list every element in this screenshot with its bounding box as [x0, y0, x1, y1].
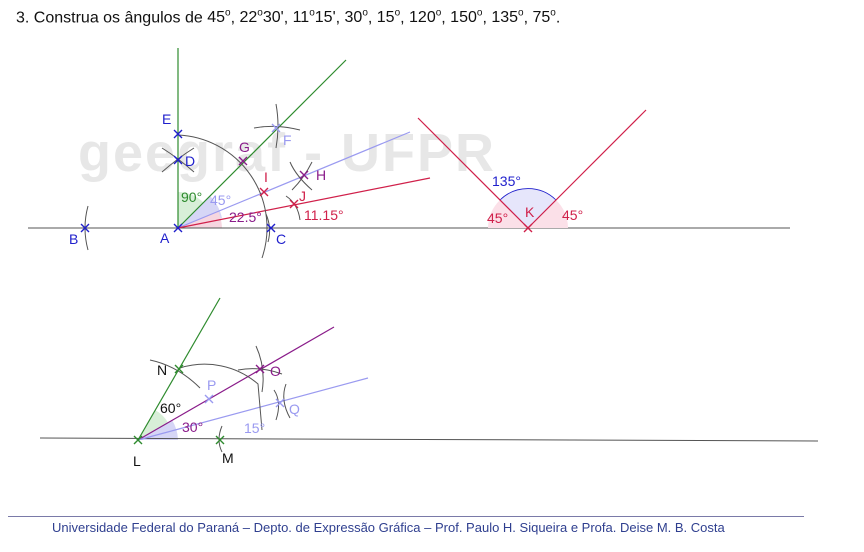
ray-22-5: [177, 131, 411, 229]
label-e: E: [162, 111, 171, 127]
label-n: N: [157, 362, 167, 378]
title-angle: 150o: [450, 8, 483, 27]
angle-label-15: 15°: [244, 420, 265, 436]
figure-135-angle: K 135° 45° 45°: [417, 109, 647, 233]
angle-label-45-left: 45°: [487, 210, 508, 226]
mark-j: [289, 199, 299, 209]
label-j: J: [299, 188, 306, 204]
label-h: H: [316, 167, 326, 183]
compass-arc-c: [265, 213, 271, 243]
title-angle: 75o: [532, 8, 556, 27]
title-angle: 30o: [344, 8, 368, 27]
label-g: G: [239, 139, 250, 155]
ray-k-right: [527, 109, 647, 229]
base-line-2: [39, 437, 819, 442]
mark-f: [271, 123, 281, 133]
title-angle: 22o30': [239, 8, 284, 27]
mark-b: [80, 223, 90, 233]
compass-arc-o1: [255, 345, 264, 393]
mark-q: [275, 398, 285, 408]
ray-k-left: [417, 117, 529, 229]
figure-60-30-15: N O P Q L M 60° 30° 15°: [39, 297, 819, 469]
title-suffix: .: [555, 9, 561, 27]
mark-e: [173, 129, 183, 139]
footer-divider: [8, 516, 804, 517]
title-angle: 120o: [409, 8, 442, 27]
title-prefix: 3. Construa os ângulos de: [16, 9, 208, 27]
angle-label-22-5: 22.5°: [229, 209, 262, 225]
label-b: B: [69, 231, 78, 247]
angle-label-45: 45°: [210, 192, 231, 208]
mark-l: [133, 435, 143, 445]
angle-fill-30: [138, 420, 178, 440]
compass-arc-n: [149, 359, 201, 389]
angle-fill-right-45: [528, 200, 568, 228]
exercise-title: 3. Construa os ângulos de 45o, 22o30', 1…: [16, 8, 561, 27]
mark-o: [255, 364, 265, 374]
mark-h: [299, 170, 309, 180]
label-l: L: [133, 453, 141, 469]
mark-c: [266, 223, 276, 233]
angle-label-11-15: 11.15°: [304, 207, 344, 223]
label-m: M: [222, 450, 234, 466]
label-f: F: [283, 132, 292, 148]
title-angle: 15o: [376, 8, 401, 27]
compass-arc-h2: [291, 161, 313, 191]
point-marks-3: [133, 364, 285, 445]
mark-d: [173, 155, 183, 165]
mark-m: [215, 435, 225, 445]
title-angle: 45o: [207, 8, 231, 27]
angle-label-30: 30°: [182, 419, 203, 435]
ray-45: [177, 59, 347, 229]
mark-i: [259, 187, 269, 197]
title-angle: 11o15': [292, 8, 336, 27]
title-angle: 135o: [491, 8, 524, 27]
angle-label-135: 135°: [492, 173, 521, 189]
compass-arc-f1: [253, 125, 301, 131]
compass-arc-q2: [283, 383, 291, 419]
angle-label-90: 90°: [181, 189, 202, 205]
label-k: K: [525, 204, 535, 220]
figure-bisection-45: E D A B C G F H I J 90° 45° 22.5° 11.15°: [28, 48, 790, 259]
label-d: D: [185, 153, 195, 169]
compass-arc-q1: [273, 389, 280, 421]
mark-n: [174, 364, 184, 374]
ray-15: [137, 377, 369, 441]
ray-11-15: [177, 177, 431, 229]
label-o: O: [270, 363, 281, 379]
angle-label-45-right: 45°: [562, 207, 583, 223]
mark-a: [173, 223, 183, 233]
angle-fill-left-45: [488, 200, 528, 228]
label-i: I: [264, 169, 268, 185]
angle-label-60: 60°: [160, 400, 181, 416]
label-p: P: [207, 377, 216, 393]
mark-g: [238, 156, 248, 166]
point-marks-1: [80, 123, 309, 233]
compass-arc-d2: [161, 147, 195, 173]
compass-arc-h1: [289, 161, 313, 191]
footer-credits: Universidade Federal do Paraná – Depto. …: [52, 520, 725, 535]
label-a: A: [160, 230, 170, 246]
ray-30: [137, 326, 335, 441]
label-c: C: [276, 231, 286, 247]
watermark: geegraf - UFPR: [78, 123, 497, 183]
compass-arc-main-2: [179, 363, 263, 431]
compass-arc-main: [177, 134, 268, 259]
label-q: Q: [289, 401, 300, 417]
mark-k: [523, 223, 533, 233]
angle-fill-135: [499, 188, 557, 229]
mark-p: [204, 394, 214, 404]
